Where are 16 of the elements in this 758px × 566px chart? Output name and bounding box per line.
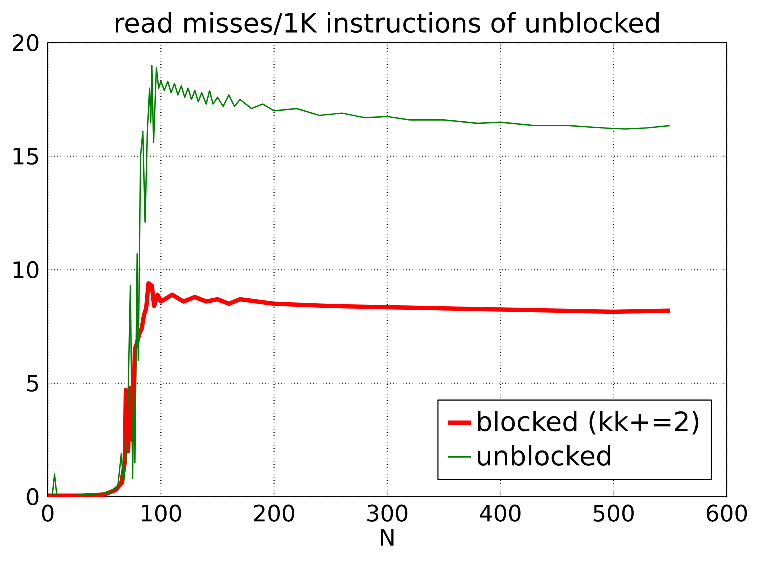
legend-label: unblocked — [478, 445, 610, 466]
x-tick-label: 500 — [594, 504, 634, 522]
x-tick-label: 400 — [480, 504, 521, 522]
chart-title: read misses/1K instructions of unblocked — [116, 12, 659, 36]
x-axis-title: N — [381, 529, 394, 546]
legend-label: blocked (kk+=2) — [478, 410, 699, 435]
y-tick-label: 10 — [14, 261, 39, 279]
x-tick-label: 200 — [254, 504, 294, 522]
x-tick-label: 100 — [142, 504, 182, 522]
x-tick-label: 300 — [368, 504, 408, 522]
x-tick-label: 600 — [706, 504, 748, 522]
y-tick-label: 20 — [12, 34, 39, 52]
y-tick-label: 15 — [14, 148, 38, 165]
y-tick-label: 5 — [28, 375, 38, 392]
x-tick-label: 0 — [42, 504, 54, 522]
y-tick-label: 0 — [27, 488, 39, 506]
